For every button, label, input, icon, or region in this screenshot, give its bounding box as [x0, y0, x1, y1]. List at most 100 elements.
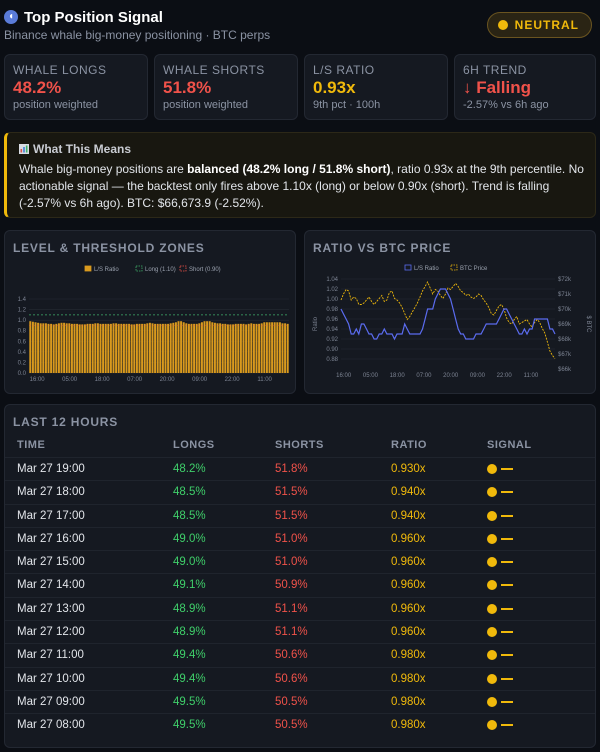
ratio-bar [42, 323, 45, 373]
y-tick-label: 0.88 [326, 357, 338, 363]
explanation-text-start: Whale big-money positions are [19, 162, 188, 176]
ratio-bar [219, 323, 222, 373]
ratio-bar [190, 323, 193, 373]
cell-ratio: 0.960x [391, 532, 426, 545]
cell-time: Mar 27 17:00 [17, 509, 85, 522]
level-threshold-panel: LEVEL & THRESHOLD ZONES L/S Ratio Long (1… [4, 230, 296, 394]
ratio-bar [70, 323, 73, 373]
ratio-bar [29, 321, 32, 373]
stat-card-whale-longs: WHALE LONGS 48.2% position weighted [4, 54, 148, 120]
cell-ratio: 0.940x [391, 486, 426, 499]
y2-tick-label: $68k [558, 337, 572, 343]
ratio-bar [172, 322, 175, 373]
neutral-dot-icon [487, 673, 497, 684]
column-header-shorts: SHORTS [275, 439, 324, 451]
x-tick-label: 11:00 [524, 373, 539, 379]
ratio-bar [206, 321, 209, 373]
cell-shorts: 51.5% [275, 486, 308, 499]
x-tick-label: 05:00 [363, 373, 379, 379]
ratio-bar [115, 323, 118, 373]
legend-swatch [135, 265, 143, 272]
table-row: Mar 27 12:00 48.9% 51.1% 0.960x [5, 620, 595, 643]
stat-value: 48.2% [13, 78, 62, 97]
page-subtitle: Binance whale big-money positioning · BT… [4, 28, 271, 42]
ratio-bar [151, 323, 154, 373]
cell-shorts: 51.5% [275, 509, 308, 522]
ratio-bar [143, 323, 146, 373]
ratio-bar [109, 323, 112, 373]
ratio-bar [63, 322, 66, 373]
table-header: TIME LONGS SHORTS RATIO SIGNAL [5, 437, 595, 457]
ratio-bar [78, 324, 81, 373]
ratio-bar [65, 323, 68, 373]
neutral-dot-icon [487, 557, 497, 568]
y2-axis-title: $ BTC [585, 315, 591, 333]
ratio-bar [200, 322, 203, 373]
ls-ratio-line [340, 288, 556, 341]
ratio-bar [273, 322, 276, 373]
cell-time: Mar 27 18:00 [17, 486, 85, 499]
neutral-dot-icon [487, 720, 497, 731]
cell-time: Mar 27 14:00 [17, 579, 85, 592]
explanation-text: Whale big-money positions are balanced (… [19, 161, 591, 212]
flat-dash-icon [501, 491, 513, 494]
cell-ratio: 0.960x [391, 602, 426, 615]
cell-time: Mar 27 11:00 [17, 649, 84, 662]
ratio-bar [99, 323, 102, 373]
table-row: Mar 27 15:00 49.0% 51.0% 0.960x [5, 550, 595, 573]
ratio-bar [60, 322, 63, 373]
stat-subtext: position weighted [13, 99, 99, 111]
ratio-bar [284, 323, 287, 373]
column-header-time: TIME [17, 439, 46, 451]
x-tick-label: 09:00 [470, 373, 486, 379]
cell-shorts: 50.6% [275, 672, 308, 685]
ratio-bar [128, 323, 131, 373]
cell-shorts: 50.9% [275, 579, 308, 592]
x-tick-label: 18:00 [95, 377, 111, 383]
ratio-bar [174, 322, 177, 373]
panel-title: LEVEL & THRESHOLD ZONES [13, 241, 205, 255]
ratio-bar [73, 323, 76, 373]
ratio-bar [281, 323, 284, 373]
flat-dash-icon [501, 654, 513, 657]
ratio-bar [133, 324, 136, 373]
cell-shorts: 51.1% [275, 602, 308, 615]
ratio-bar [180, 321, 183, 373]
stat-value: ↓ Falling [463, 78, 531, 97]
ratio-bar [120, 323, 123, 373]
cell-shorts: 51.8% [275, 463, 308, 475]
neutral-dot-icon [487, 487, 497, 498]
ratio-bar [252, 323, 255, 373]
legend-label: L/S Ratio [414, 266, 439, 272]
neutral-dot-icon [487, 627, 497, 638]
cell-time: Mar 27 09:00 [17, 695, 85, 708]
ratio-bar [234, 323, 237, 373]
ratio-bar [198, 323, 201, 373]
ratio-bar [156, 323, 159, 373]
stat-card-whale-shorts: WHALE SHORTS 51.8% position weighted [154, 54, 298, 120]
flat-dash-icon [501, 584, 513, 587]
cell-longs: 48.5% [173, 509, 206, 522]
ratio-bar [102, 323, 105, 373]
cell-longs: 48.9% [173, 602, 206, 615]
ratio-bar [187, 323, 190, 373]
x-tick-label: 16:00 [30, 377, 46, 383]
bar-chart-icon [19, 144, 29, 154]
cell-longs: 48.5% [173, 486, 206, 499]
ratio-bar [161, 323, 164, 373]
neutral-dot-icon [487, 464, 497, 474]
cell-signal [487, 673, 513, 684]
ratio-bar [94, 323, 97, 373]
status-badge-label: NEUTRAL [514, 18, 579, 32]
stat-label: 6H TREND [463, 63, 527, 77]
y2-tick-label: $70k [558, 307, 572, 313]
ratio-bar [245, 324, 248, 373]
cell-signal [487, 533, 513, 544]
ratio-bar [50, 323, 53, 373]
x-tick-label: 16:00 [336, 373, 352, 379]
ratio-bar [195, 323, 198, 373]
cell-signal [487, 464, 513, 474]
neutral-dot-icon [487, 603, 497, 614]
ratio-bar [177, 321, 180, 373]
ratio-bar [169, 323, 172, 373]
